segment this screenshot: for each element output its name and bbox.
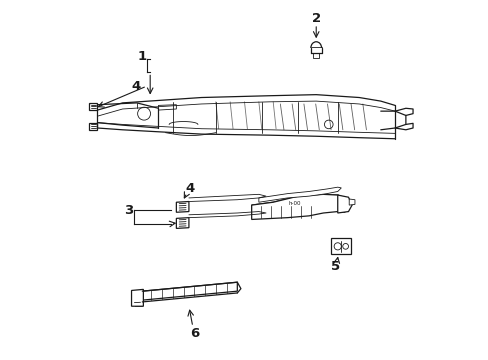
- Text: 5: 5: [331, 260, 340, 273]
- Polygon shape: [337, 195, 351, 213]
- Polygon shape: [258, 187, 341, 202]
- Polygon shape: [88, 123, 97, 130]
- Polygon shape: [158, 105, 176, 110]
- Text: 4: 4: [131, 80, 140, 93]
- Text: 3: 3: [124, 204, 133, 217]
- Polygon shape: [313, 53, 319, 58]
- Polygon shape: [251, 194, 344, 220]
- Polygon shape: [348, 199, 354, 205]
- Text: h-00: h-00: [288, 201, 300, 206]
- Polygon shape: [88, 103, 97, 110]
- Polygon shape: [135, 282, 237, 306]
- Polygon shape: [131, 289, 143, 306]
- Polygon shape: [176, 218, 188, 228]
- Text: 6: 6: [189, 327, 199, 339]
- Polygon shape: [251, 194, 344, 211]
- Polygon shape: [330, 238, 350, 253]
- Polygon shape: [176, 202, 188, 212]
- Text: 1: 1: [138, 50, 146, 63]
- Text: 4: 4: [185, 183, 194, 195]
- Text: 2: 2: [311, 12, 320, 25]
